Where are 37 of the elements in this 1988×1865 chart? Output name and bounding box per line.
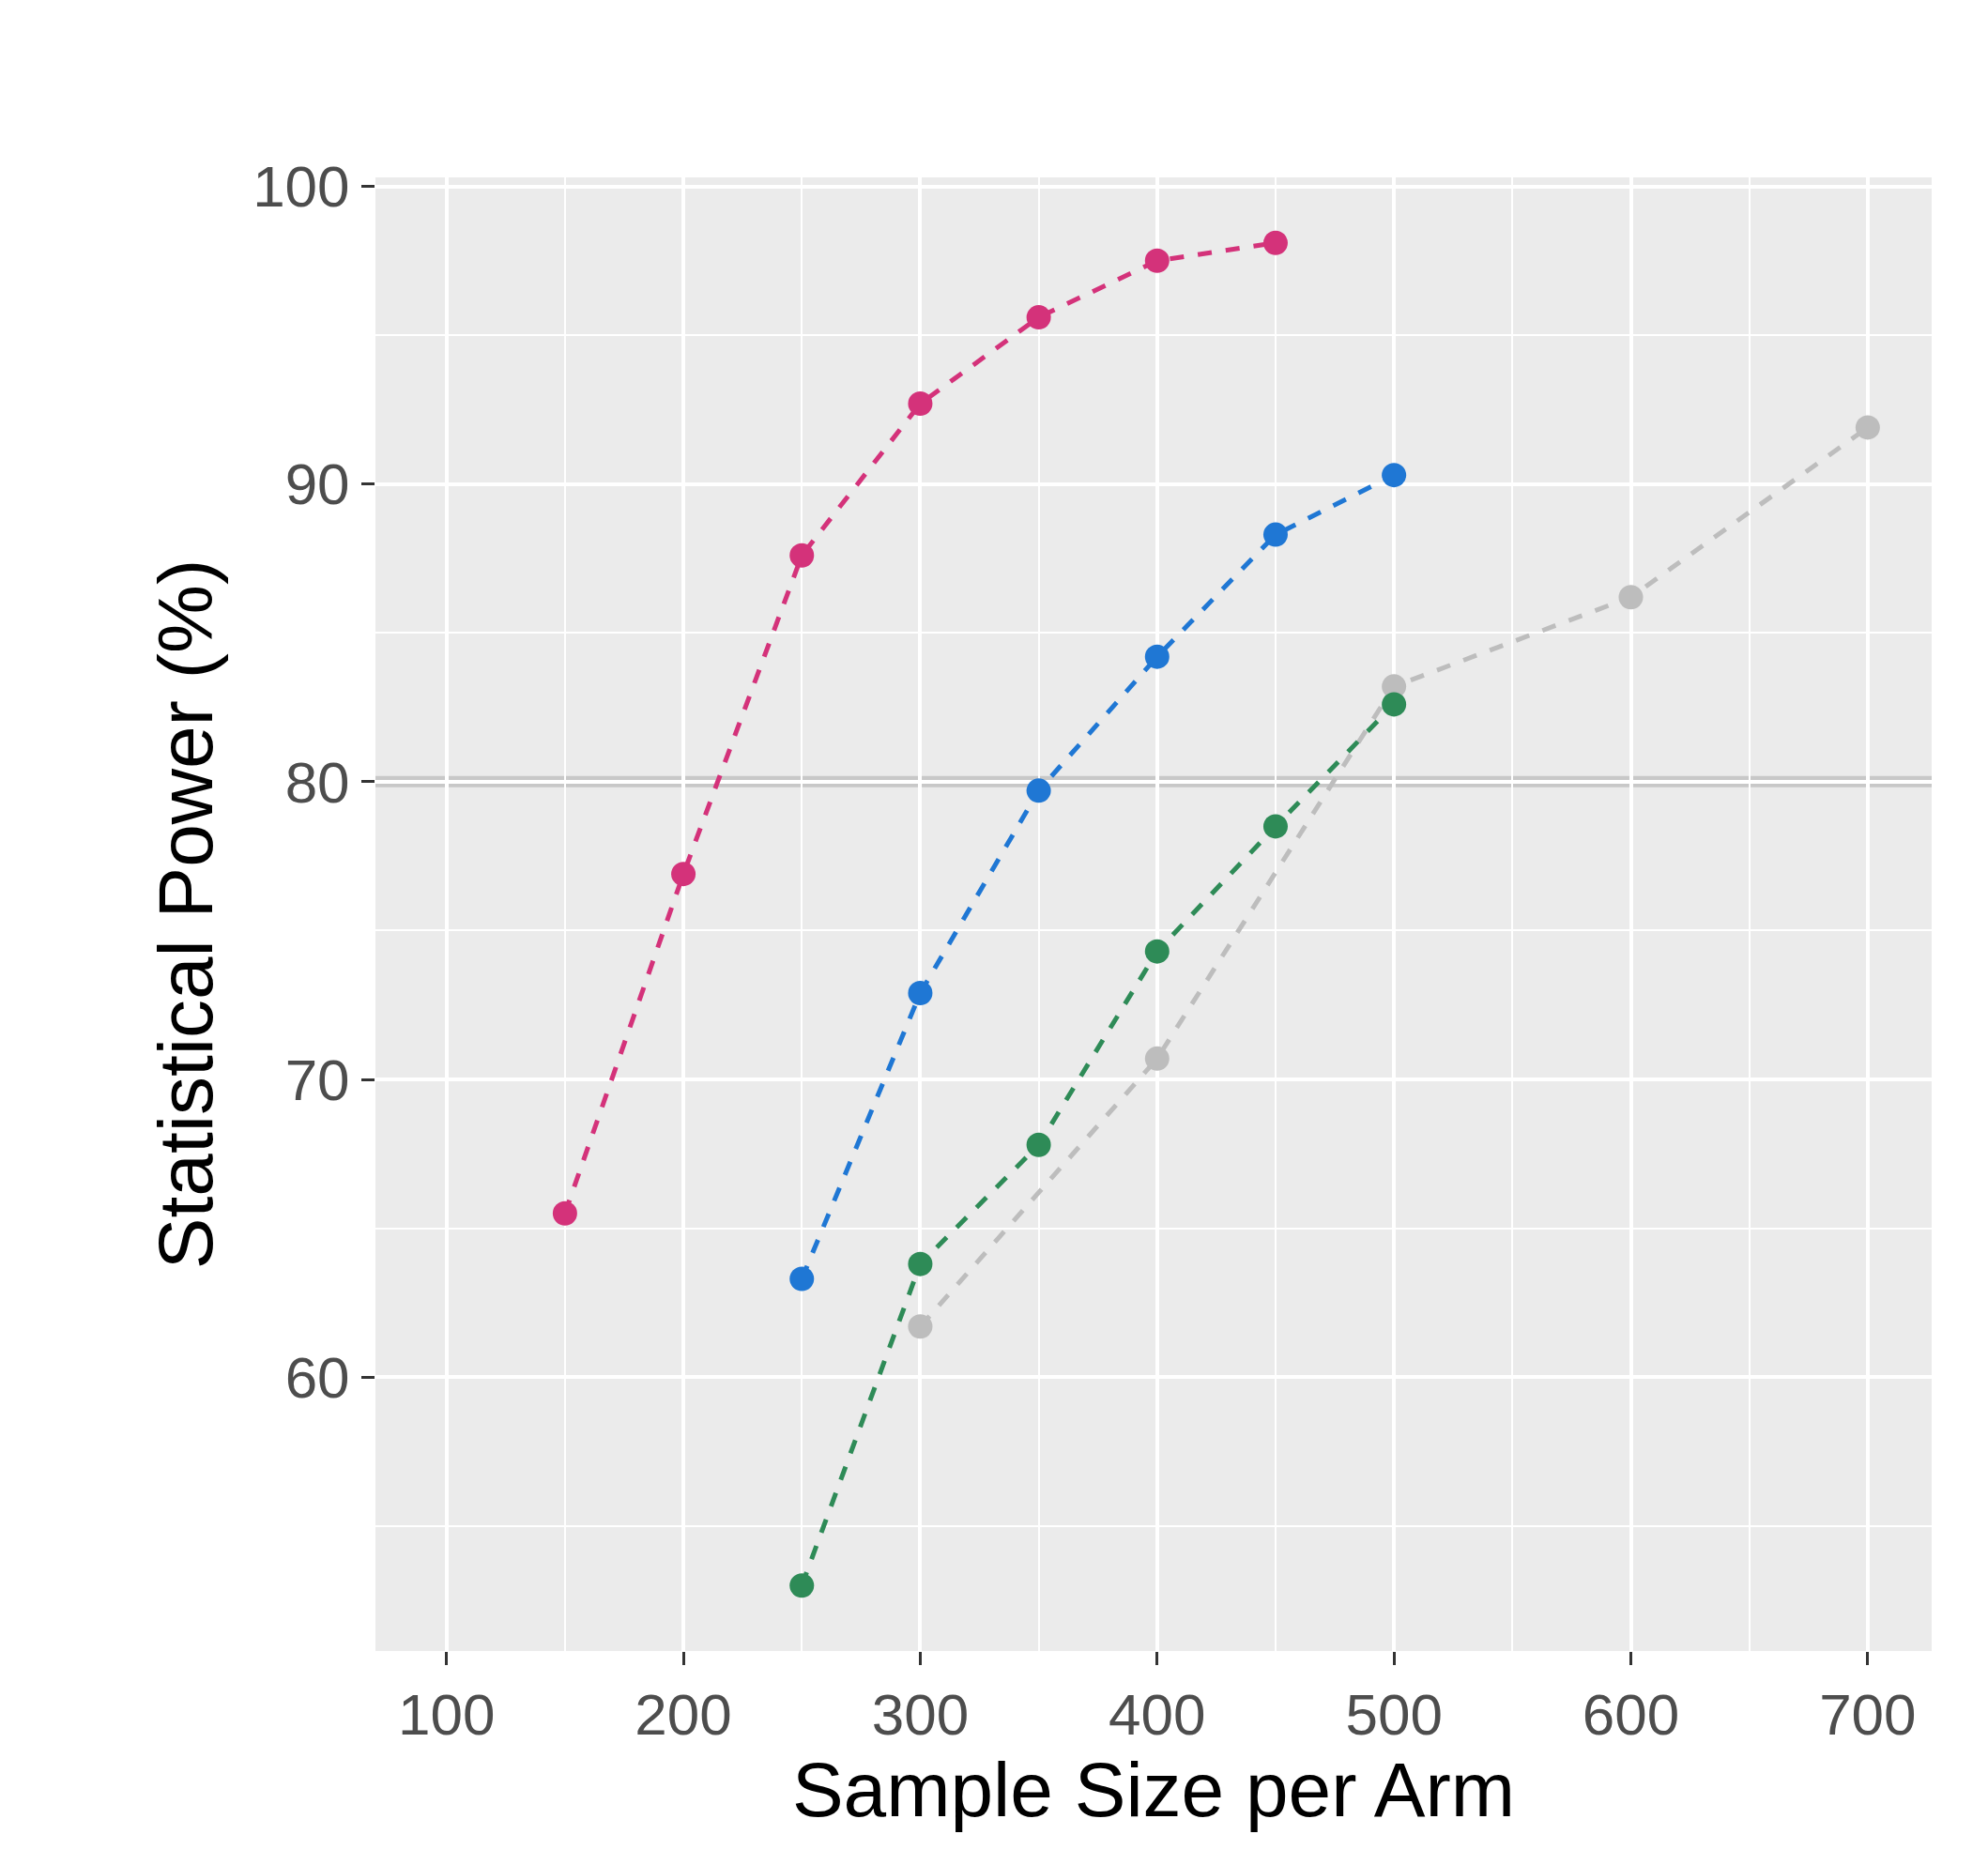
- point: [908, 1251, 933, 1276]
- x-tick-label: 500: [1345, 1682, 1443, 1748]
- point: [1382, 463, 1407, 488]
- x-tick-label: 100: [397, 1682, 496, 1748]
- point: [1026, 1132, 1051, 1157]
- y-axis-title: Statistical Power (%): [142, 558, 228, 1270]
- point: [1262, 230, 1288, 255]
- y-tick-label: 90: [284, 451, 350, 517]
- point: [1144, 1046, 1170, 1071]
- point: [789, 1573, 815, 1598]
- point: [908, 391, 933, 417]
- point: [789, 1266, 815, 1292]
- x-axis-title: Sample Size per Arm: [791, 1747, 1516, 1833]
- point: [1382, 692, 1407, 717]
- point: [552, 1200, 577, 1226]
- x-tick-label: 600: [1582, 1682, 1680, 1748]
- x-tick-label: 300: [871, 1682, 970, 1748]
- y-tick-label: 60: [284, 1344, 350, 1410]
- point: [1026, 305, 1051, 330]
- point: [1144, 248, 1170, 273]
- point: [1618, 585, 1644, 610]
- point: [789, 543, 815, 568]
- point: [1855, 415, 1880, 440]
- point: [1026, 778, 1051, 803]
- point: [671, 862, 696, 887]
- point: [1144, 644, 1170, 669]
- point: [908, 981, 933, 1006]
- y-tick-label: 70: [284, 1047, 350, 1112]
- y-tick-label: 100: [252, 154, 350, 220]
- y-tick-label: 80: [284, 749, 350, 815]
- point: [908, 1314, 933, 1339]
- x-tick-label: 200: [635, 1682, 732, 1748]
- point: [1262, 814, 1288, 839]
- x-tick-label: 400: [1109, 1682, 1206, 1748]
- x-tick-label: 700: [1819, 1682, 1917, 1748]
- point: [1262, 522, 1288, 547]
- point: [1144, 939, 1170, 964]
